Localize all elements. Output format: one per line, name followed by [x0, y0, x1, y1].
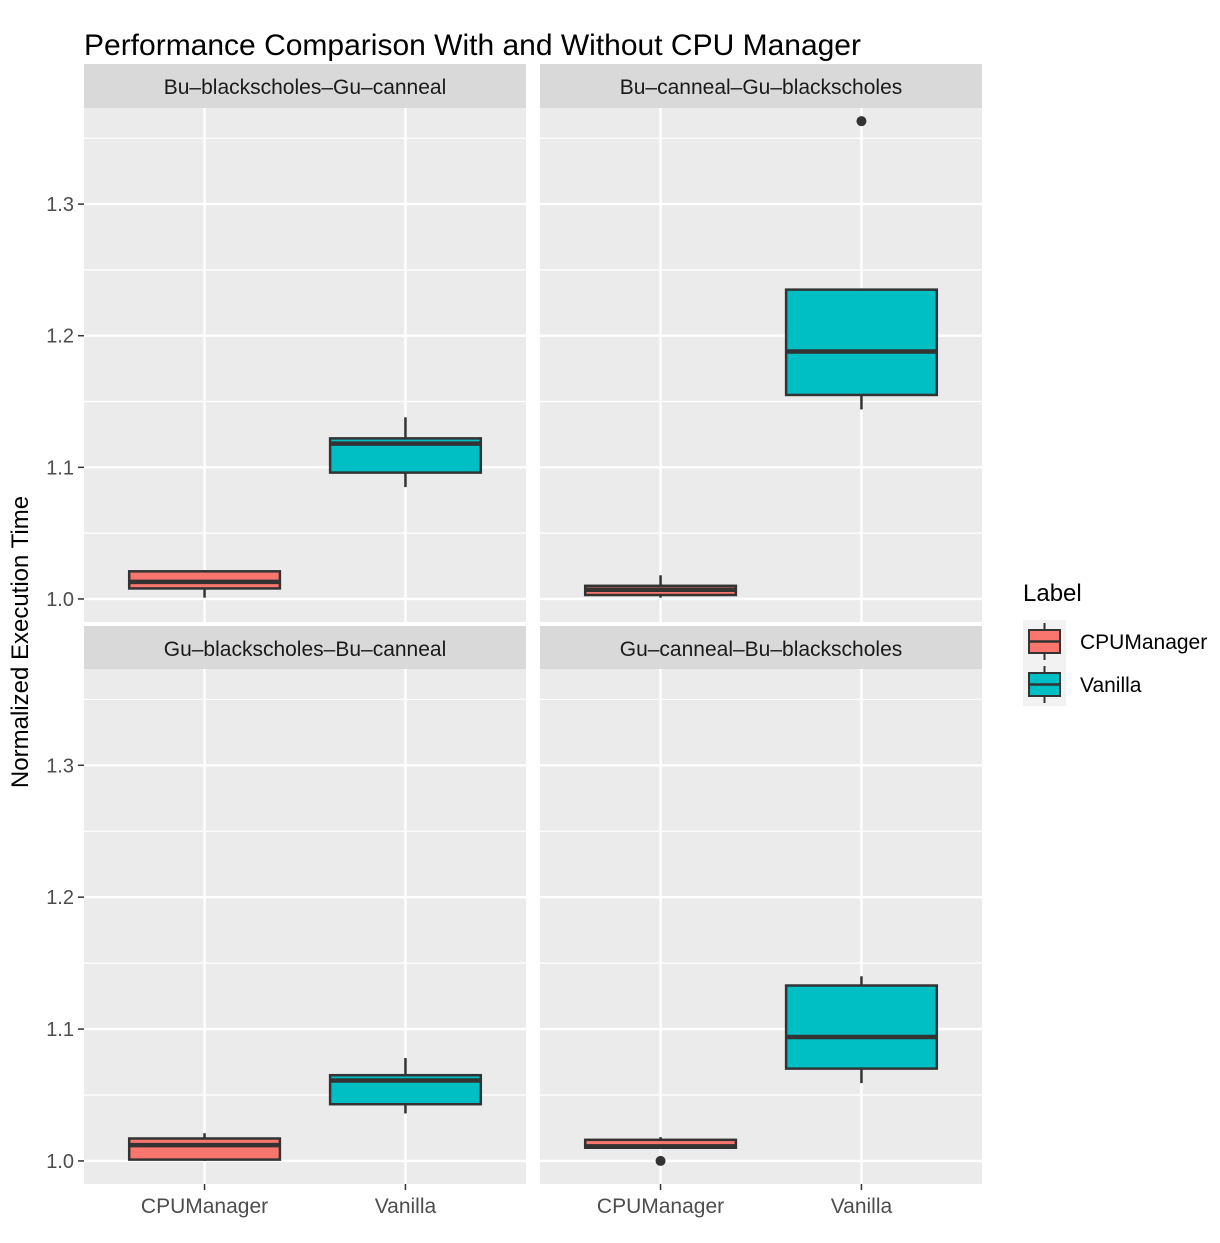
box-Vanilla: [328, 417, 483, 488]
panel-background: [84, 108, 526, 622]
legend-label: Vanilla: [1080, 674, 1142, 697]
panel-background: [84, 669, 526, 1184]
outlier-point: [655, 1155, 666, 1166]
facet-strip-label: Bu–canneal–Gu–blackscholes: [620, 76, 903, 99]
box-CPUManager: [127, 1133, 282, 1161]
panel-background: [540, 669, 982, 1184]
facet-strip-label: Gu–canneal–Bu–blackscholes: [620, 638, 903, 661]
y-tick-label: 1.2: [46, 887, 74, 909]
facet-panel: Bu–blackscholes–Gu–canneal 1.0 1.1 1.2 1.3: [46, 64, 526, 622]
legend: Label CPUManager Vanilla: [1023, 580, 1207, 706]
y-tick-label: 1.0: [46, 589, 74, 611]
box-Vanilla: [328, 1058, 483, 1114]
facet-strip-label: Gu–blackscholes–Bu–canneal: [164, 638, 447, 661]
y-tick-label: 1.1: [46, 1019, 74, 1041]
facet-strip-label: Bu–blackscholes–Gu–canneal: [164, 76, 447, 99]
facet-strip: [540, 64, 982, 108]
y-axis-label: Normalized Execution Time: [7, 496, 34, 788]
chart-title: Performance Comparison With and Without …: [84, 29, 861, 62]
facet-panel: Gu–blackscholes–Bu–canneal 1.0 1.1 1.2 1.3 CP…: [46, 626, 526, 1218]
box-Vanilla: [784, 976, 939, 1084]
facet-strip: [84, 64, 526, 108]
x-tick-label: Vanilla: [375, 1195, 437, 1218]
y-tick-label: 1.1: [46, 457, 74, 479]
legend-title: Label: [1023, 580, 1082, 607]
y-tick-label: 1.3: [46, 194, 74, 216]
y-tick-label: 1.0: [46, 1151, 74, 1173]
box-Vanilla: [784, 116, 939, 410]
box-CPUManager: [583, 575, 738, 598]
facet-strip: [84, 626, 526, 669]
x-tick-label: CPUManager: [597, 1195, 724, 1218]
box-iqr: [784, 288, 939, 397]
box-CPUManager: [127, 570, 282, 598]
facet-strip: [540, 626, 982, 669]
box-CPUManager: [583, 1137, 738, 1166]
x-tick-label: CPUManager: [141, 1195, 268, 1218]
legend-label: CPUManager: [1080, 631, 1207, 654]
facet-panel: Gu–canneal–Bu–blackscholes CPUManager Vani…: [540, 626, 982, 1218]
box-iqr: [784, 984, 939, 1070]
box-iqr: [127, 1137, 282, 1161]
y-tick-label: 1.3: [46, 755, 74, 777]
outlier-point: [856, 116, 867, 127]
x-tick-label: Vanilla: [831, 1195, 893, 1218]
facet-panel: Bu–canneal–Gu–blackscholes: [540, 64, 982, 622]
y-tick-label: 1.2: [46, 326, 74, 348]
